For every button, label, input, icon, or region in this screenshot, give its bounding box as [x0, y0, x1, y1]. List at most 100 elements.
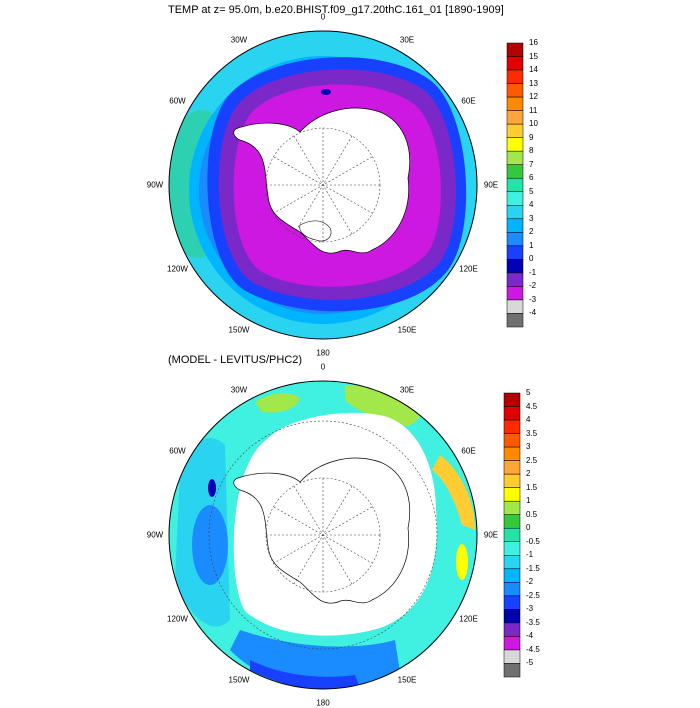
colorbar-swatch [506, 286, 524, 301]
colorbar-label: 11 [529, 105, 538, 115]
antarctica-landmass-2 [233, 457, 411, 604]
colorbar-label: -3.5 [526, 617, 540, 627]
colorbar-label: 16 [529, 38, 538, 47]
antarctica-landmass [233, 107, 411, 254]
colorbar-swatch [506, 110, 524, 125]
colorbar-label: 5 [526, 388, 531, 397]
colorbar-swatch [503, 663, 521, 678]
colorbar-label: 6 [529, 173, 534, 183]
colorbar-label: -4 [526, 631, 534, 641]
colorbar-swatch [503, 609, 521, 624]
colorbar-label: 5 [529, 186, 534, 196]
colorbar-label: 3 [529, 213, 534, 223]
longitude-label: 120E [459, 614, 478, 624]
colorbar-label: 0 [526, 523, 531, 533]
colorbar-label: -1 [526, 550, 534, 560]
colorbar-swatch [503, 446, 521, 461]
graticule-2 [208, 420, 438, 650]
colorbar-swatch [503, 419, 521, 434]
colorbar-label: 1.5 [526, 482, 538, 492]
longitude-label: 180 [316, 348, 330, 358]
longitude-label: 120E [459, 264, 478, 274]
colorbar-swatch [503, 392, 521, 407]
anomaly-warm-patch-90e [456, 544, 468, 580]
map-border-1 [168, 30, 478, 340]
colorbar-label: -5 [526, 658, 534, 668]
cold-spot [321, 89, 331, 95]
colorbar-label: -2 [529, 281, 537, 291]
colorbar-swatch [506, 313, 524, 328]
longitude-label: 0 [320, 12, 326, 22]
longitude-label: 30W [230, 35, 248, 44]
colorbar-label: 10 [529, 119, 538, 129]
longitude-label: 150E [397, 675, 417, 685]
colorbar-swatch [503, 473, 521, 488]
colorbar-label: 0 [529, 254, 534, 264]
colorbar-anomaly [503, 392, 521, 678]
colorbar-label: -1.5 [526, 563, 540, 573]
colorbar-swatch [506, 245, 524, 260]
colorbar-swatch [503, 555, 521, 570]
colorbar-label: 12 [529, 92, 538, 102]
colorbar-label: 4 [529, 200, 534, 210]
polar-map-temperature [168, 30, 478, 340]
panel-2-title: (MODEL - LEVITUS/PHC2) [168, 354, 303, 366]
colorbar-swatch [506, 164, 524, 179]
colorbar-swatch [503, 595, 521, 610]
colorbar-swatch [506, 259, 524, 274]
colorbar-swatch [506, 232, 524, 247]
anomaly-warm-patch-30w [255, 393, 300, 413]
colorbar-label: -3 [529, 294, 537, 304]
colorbar-label: 4 [526, 415, 531, 425]
anomaly-deep-cold-spot [208, 479, 216, 497]
colorbar-swatch [506, 42, 524, 57]
longitude-label: 120W [167, 614, 188, 624]
longitude-label: 30E [399, 35, 415, 44]
colorbar-label: 15 [529, 51, 538, 61]
longitude-label: 90W [146, 530, 164, 540]
anomaly-cold-patch-west [192, 505, 228, 585]
colorbar-swatch [503, 406, 521, 421]
colorbar-swatch [503, 636, 521, 651]
colorbar-swatch [503, 541, 521, 556]
colorbar-label: 2 [526, 469, 531, 479]
colorbar-label: -2.5 [526, 590, 540, 600]
longitude-label: 60W [169, 96, 186, 106]
colorbar-swatch [503, 500, 521, 515]
colorbar-swatch [506, 69, 524, 84]
colorbar-swatch [503, 487, 521, 502]
colorbar-label: 3.5 [526, 428, 538, 438]
colorbar-label: -0.5 [526, 536, 540, 546]
colorbar-swatch [503, 582, 521, 597]
colorbar-swatch [506, 191, 524, 206]
colorbar-swatch [503, 433, 521, 448]
colorbar-label: 14 [529, 65, 538, 75]
colorbar-swatch [506, 83, 524, 98]
colorbar-label: 13 [529, 78, 538, 88]
colorbar-swatch [506, 123, 524, 138]
colorbar-swatch [503, 514, 521, 529]
colorbar-swatch [506, 218, 524, 233]
anomaly-warm-patch-60e [432, 455, 475, 530]
longitude-label: 150W [228, 325, 250, 335]
graticule-1 [265, 127, 381, 243]
colorbar-label: -4.5 [526, 644, 540, 654]
colorbar-label: 7 [529, 159, 534, 169]
colorbar-label: 8 [529, 146, 534, 156]
colorbar-label: -4 [529, 308, 537, 318]
colorbar-swatch [506, 299, 524, 314]
colorbar-label: 4.5 [526, 401, 538, 411]
colorbar-label: 2.5 [526, 455, 538, 465]
longitude-label: 90E [483, 180, 499, 190]
longitude-label: 60E [461, 446, 476, 456]
longitude-label: 60W [169, 446, 186, 456]
colorbar-label: 3 [526, 442, 531, 452]
colorbar-label: 1 [526, 496, 531, 506]
longitude-label: 150W [228, 675, 250, 685]
longitude-label: 30E [399, 385, 415, 394]
colorbar-swatch [506, 137, 524, 152]
colorbar-swatch [503, 568, 521, 583]
colorbar-label: 0.5 [526, 509, 538, 519]
colorbar-label: -1 [529, 267, 537, 277]
